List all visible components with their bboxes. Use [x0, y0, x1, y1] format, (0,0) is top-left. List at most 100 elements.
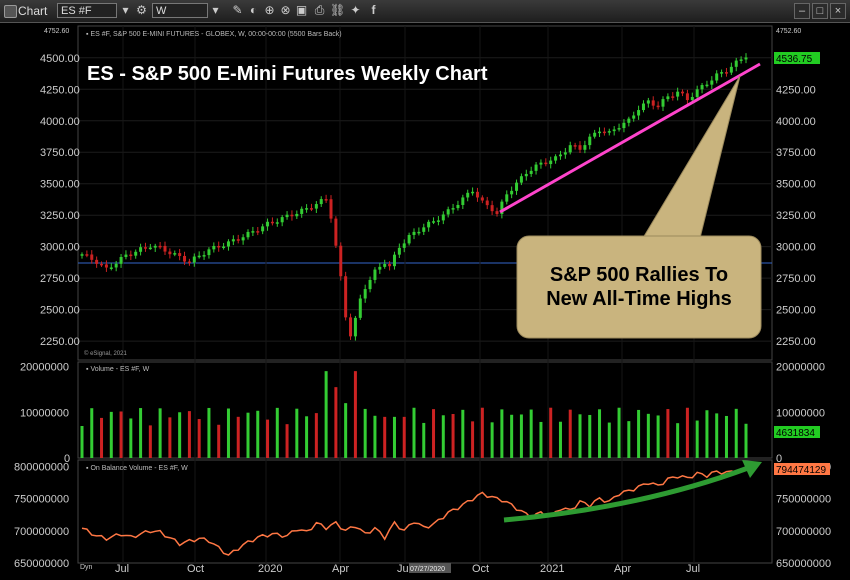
candle-body: [334, 218, 338, 246]
chart-area[interactable]: 4500.004500.004250.004250.004000.004000.…: [0, 22, 850, 575]
candle-body: [446, 209, 450, 215]
candle-body: [222, 246, 226, 248]
candle-body: [217, 245, 221, 248]
symbol-input[interactable]: ES #F: [57, 3, 117, 18]
candle-body: [539, 162, 543, 165]
candle-body: [392, 254, 396, 267]
volume-tick-right: 10000000: [776, 407, 825, 419]
pencil-icon[interactable]: ✎: [232, 3, 243, 17]
cursor-icon[interactable]: ⊗: [280, 3, 291, 17]
candle-body: [353, 317, 357, 337]
price-tick-right: 3000.00: [776, 242, 816, 254]
price-tick-right: 4250.00: [776, 84, 816, 96]
candle-body: [432, 221, 436, 223]
price-tick-right: 3750.00: [776, 147, 816, 159]
price-tick-left: 2500.00: [40, 305, 80, 317]
price-tick-right: 2750.00: [776, 273, 816, 285]
volume-bar: [529, 409, 533, 458]
volume-bar: [461, 409, 465, 458]
candle-body: [495, 211, 499, 214]
volume-bar: [744, 423, 748, 458]
candle-body: [656, 105, 660, 108]
last-volume-badge: [774, 426, 820, 438]
candle-body: [358, 298, 362, 318]
volume-tick-right: 0: [776, 453, 782, 465]
candle-body: [558, 154, 562, 157]
candle-body: [192, 256, 196, 263]
chart-svg[interactable]: 4500.004500.004250.004250.004000.004000.…: [0, 22, 850, 575]
volume-bar: [685, 407, 689, 458]
volume-bar: [187, 411, 191, 458]
candle-body: [202, 255, 206, 257]
candle-body: [178, 253, 182, 256]
drawing-icon[interactable]: ◐: [249, 3, 258, 17]
volume-bar: [148, 425, 152, 458]
candle-body: [183, 255, 187, 262]
candle-body: [632, 115, 636, 119]
candle-body: [588, 136, 592, 146]
volume-tick-left: 10000000: [20, 407, 69, 419]
volume-bar: [119, 411, 123, 458]
save-icon[interactable]: ▣: [295, 3, 308, 17]
candle-body: [505, 194, 509, 202]
candle-body: [436, 220, 440, 222]
candle-body: [241, 237, 245, 241]
gear-icon[interactable]: ⚙: [136, 3, 147, 17]
price-tick-left: 3750.00: [40, 147, 80, 159]
candle-body: [285, 214, 289, 218]
candle-body: [475, 191, 479, 198]
obv-pane[interactable]: [77, 459, 773, 564]
volume-bar: [715, 413, 719, 458]
interval-input[interactable]: W: [152, 3, 208, 18]
candle-body: [646, 100, 650, 104]
price-pane-header: ▪ ES #F, S&P 500 E-MINI FUTURES - GLOBEX…: [86, 31, 342, 38]
volume-bar: [617, 407, 621, 458]
close-button[interactable]: ×: [830, 3, 846, 19]
volume-bar: [373, 415, 377, 458]
candle-body: [100, 263, 104, 266]
candle-body: [578, 145, 582, 150]
obv-pane-header: ▪ On Balance Volume - ES #F, W: [86, 465, 188, 472]
volume-bar: [490, 422, 494, 458]
candle-body: [544, 162, 548, 165]
print-icon[interactable]: ⎙: [314, 3, 325, 17]
candle-body: [524, 173, 528, 177]
candle-body: [270, 221, 274, 224]
candle-body: [246, 231, 250, 238]
obv-tick-left: 750000000: [14, 494, 69, 506]
candle-body: [529, 170, 533, 174]
price-tick-left: 3250.00: [40, 210, 80, 222]
candle-body: [134, 251, 138, 256]
volume-bar: [197, 419, 201, 458]
facebook-icon[interactable]: f: [371, 3, 376, 17]
minimize-button[interactable]: –: [794, 3, 810, 19]
volume-bar: [275, 407, 279, 458]
volume-bar: [314, 413, 318, 458]
candle-body: [651, 100, 655, 106]
candle-body: [339, 245, 343, 277]
candle-body: [275, 222, 279, 224]
app-title: Chart: [18, 4, 48, 18]
candle-body: [85, 254, 89, 256]
maximize-button[interactable]: □: [812, 3, 828, 19]
chevron-down-icon[interactable]: ▾: [212, 3, 219, 17]
volume-bar: [500, 409, 504, 458]
dyn-label[interactable]: Dyn: [80, 564, 93, 571]
candle-body: [710, 80, 714, 85]
candle-body: [593, 132, 597, 137]
volume-bar: [471, 421, 475, 458]
volume-bar: [80, 426, 84, 458]
candle-body: [451, 208, 455, 210]
volume-bar: [451, 414, 455, 458]
chevron-down-icon[interactable]: ▾: [122, 3, 129, 17]
candle-body: [314, 204, 318, 209]
link-icon[interactable]: ⛓: [330, 3, 346, 17]
time-tick: Oct: [472, 563, 489, 575]
volume-bar: [90, 408, 94, 458]
chart-style-icon[interactable]: ⊕: [264, 3, 275, 17]
volume-bar: [100, 417, 104, 458]
candle-body: [187, 261, 191, 264]
time-tick: Jul: [115, 563, 129, 575]
candle-body: [368, 279, 372, 290]
twitter-icon[interactable]: ✦: [350, 3, 361, 17]
